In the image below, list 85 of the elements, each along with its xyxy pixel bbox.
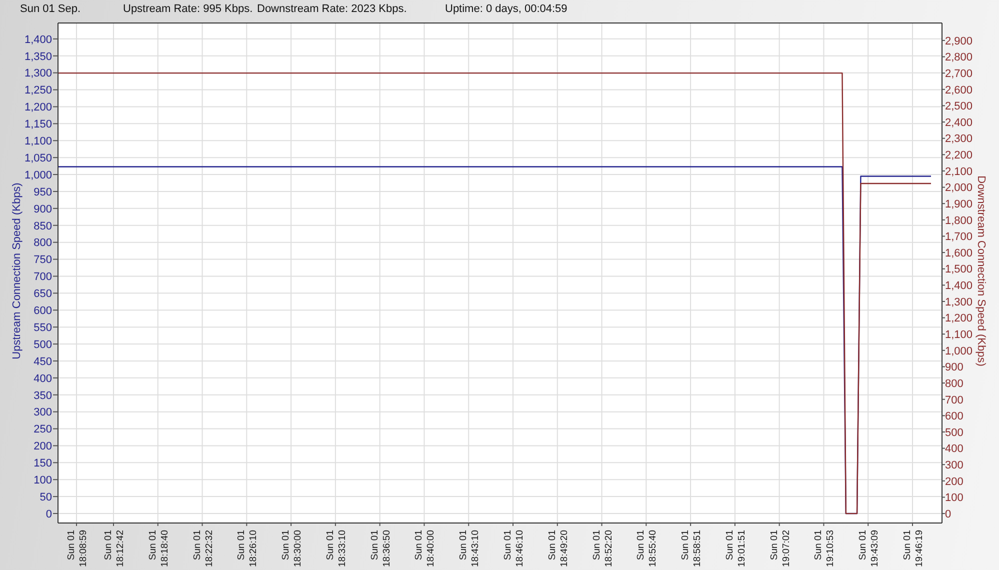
x-tick-label: Sun 01 18:46:10 — [502, 530, 526, 567]
x-tick-label: Sun 01 18:30:00 — [280, 530, 304, 567]
y-tick-label: 0 — [46, 508, 52, 520]
y2-tick-label: 0 — [945, 508, 952, 520]
text: Uptime: 0 days, 00:04:59 — [445, 3, 568, 15]
y-tick-label: 150 — [34, 458, 52, 470]
y2-tick-label: 200 — [945, 476, 964, 488]
y2-tick-label: 1,700 — [945, 231, 973, 244]
x-tick-label: Sun 01 18:55:40 — [636, 530, 659, 567]
y-tick-label: 1,150 — [24, 118, 52, 131]
y-tick-label: 1,050 — [24, 152, 52, 164]
x-tick-label: Sun 01 18:43:10 — [458, 530, 482, 567]
y2-tick-label: 2,100 — [945, 166, 973, 178]
x-tick-label: Sun 01 18:22:32 — [192, 530, 215, 567]
chart-title: Sun 01 Sep. — [20, 3, 81, 15]
y2-tick-label: 2,500 — [945, 100, 973, 113]
x-tick-label: Sun 01 18:40:00 — [414, 530, 437, 567]
y2-tick-label: 2,000 — [945, 182, 973, 194]
x-tick-label: Sun 01 19:43:09 — [858, 530, 881, 567]
y2-tick-label: 2,700 — [945, 68, 973, 80]
y2-tick-label: 1,800 — [945, 214, 973, 227]
y-tick-label: 800 — [34, 237, 52, 250]
x-tick-label: Sun 01 19:01:51 — [724, 530, 748, 567]
x-tick-label: Sun 01 18:08:59 — [66, 530, 89, 567]
y2-tick-label: 2,800 — [945, 52, 973, 64]
x-tick-label: Sun 01 19:46:19 — [902, 530, 926, 567]
x-tick-label: Sun 01 18:52:20 — [591, 530, 614, 567]
y-tick-label: 700 — [34, 271, 52, 284]
y2-tick-label: 600 — [945, 410, 964, 423]
y2-tick-label: 2,900 — [945, 35, 973, 48]
y-tick-label: 250 — [34, 424, 52, 436]
y-tick-label: 850 — [34, 220, 52, 232]
y2-tick-label: 2,600 — [945, 84, 973, 96]
y-tick-label: 950 — [34, 186, 52, 198]
y-tick-label: 100 — [34, 474, 52, 487]
x-tick-label: Sun 01 18:18:40 — [147, 530, 170, 567]
y-tick-label: 1,100 — [24, 136, 52, 148]
y2-tick-label: 2,200 — [945, 150, 973, 162]
y2-tick-label: 1,600 — [945, 247, 973, 260]
y-axis-title: Upstream Connection Speed (Kbps) — [11, 182, 23, 360]
y2-tick-label: 900 — [945, 362, 964, 374]
y2-tick-label: 1,300 — [945, 296, 973, 308]
x-tick-label: Sun 01 19:07:02 — [768, 530, 792, 567]
y2-tick-label: 700 — [945, 394, 964, 406]
y2-tick-label: 1,100 — [945, 329, 973, 341]
y-tick-label: 50 — [40, 491, 52, 504]
text: Downstream Rate: 2023 Kbps. — [257, 3, 407, 15]
x-tick-label: Sun 01 18:26:10 — [236, 530, 260, 567]
y2-tick-label: 300 — [945, 460, 964, 472]
y2-tick-label: 100 — [945, 492, 964, 504]
y-tick-label: 1,000 — [24, 169, 52, 182]
y-tick-label: 550 — [34, 322, 52, 334]
y2-tick-label: 2,300 — [945, 133, 973, 146]
y2-tick-label: 1,200 — [945, 312, 973, 325]
x-tick-label: Sun 01 18:58:51 — [680, 530, 704, 567]
y2-tick-label: 1,000 — [945, 345, 973, 358]
y2-axis-title: Downstream Connection Speed (Kbps) — [975, 176, 987, 366]
y2-tick-label: 400 — [945, 443, 964, 456]
y2-tick-label: 1,500 — [945, 264, 973, 276]
x-tick-label: Sun 01 19:10:53 — [813, 530, 836, 567]
x-tick-label: Sun 01 18:36:50 — [369, 530, 392, 567]
y-tick-label: 900 — [34, 203, 52, 216]
y-tick-label: 1,400 — [24, 34, 52, 46]
y-tick-label: 1,350 — [24, 50, 52, 63]
y-tick-label: 350 — [34, 390, 52, 402]
y-tick-label: 1,300 — [24, 68, 52, 80]
y2-tick-label: 2,400 — [945, 116, 973, 129]
y-tick-label: 300 — [34, 406, 52, 419]
x-tick-label: Sun 01 18:12:42 — [102, 530, 126, 567]
y-tick-label: 1,200 — [24, 102, 52, 114]
y-tick-label: 400 — [34, 372, 52, 385]
y-tick-label: 1,250 — [24, 84, 52, 97]
y-tick-label: 450 — [34, 356, 52, 368]
y2-tick-label: 1,900 — [945, 198, 973, 210]
x-tick-label: Sun 01 18:49:20 — [546, 530, 570, 567]
y-tick-label: 750 — [34, 254, 52, 266]
y-tick-label: 650 — [34, 288, 52, 300]
y-tick-label: 200 — [34, 440, 52, 453]
y2-tick-label: 800 — [945, 378, 964, 390]
y-tick-label: 500 — [34, 338, 52, 351]
text: Upstream Rate: 995 Kbps. — [123, 3, 253, 15]
y2-tick-label: 500 — [945, 426, 964, 439]
y2-tick-label: 1,400 — [945, 280, 973, 292]
y-tick-label: 600 — [34, 305, 52, 318]
x-tick-label: Sun 01 18:33:10 — [324, 530, 348, 567]
